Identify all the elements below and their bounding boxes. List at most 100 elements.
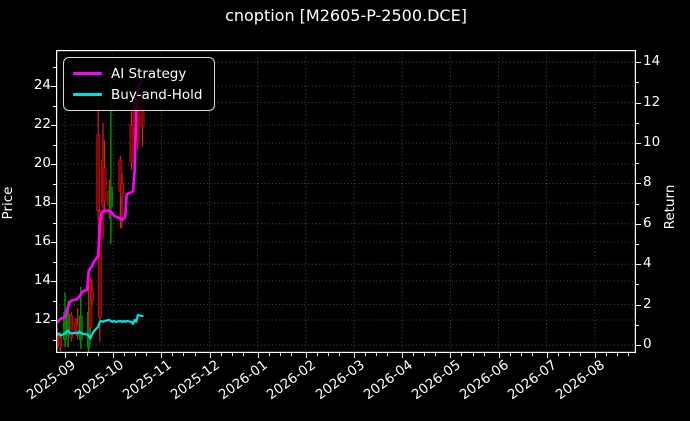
legend-label: AI Strategy (111, 65, 187, 82)
tick-mark (242, 353, 244, 356)
tick-mark (509, 353, 511, 356)
candle-body (129, 124, 134, 163)
y-tick-label-left: 16 (33, 233, 51, 249)
tick-mark (231, 353, 233, 356)
x-tick-label: 2026-02 (264, 357, 320, 404)
tick-mark (220, 353, 222, 356)
legend: AI Strategy Buy-and-Hold (63, 57, 216, 111)
tick-mark (636, 163, 639, 165)
tick-mark (617, 353, 619, 356)
tick-mark (51, 86, 56, 87)
x-tick-label: 2026-08 (553, 357, 609, 404)
legend-label: Buy-and-Hold (111, 86, 203, 103)
tick-mark (51, 281, 56, 282)
legend-line-swatch-cyan (73, 93, 102, 96)
tick-mark (183, 353, 185, 356)
tick-mark (135, 353, 137, 356)
candle-body (78, 315, 83, 340)
x-tick-label: 2026-05 (408, 357, 464, 404)
tick-mark (268, 353, 270, 356)
y-tick-label-left: 24 (33, 77, 51, 93)
tick-mark (413, 353, 415, 356)
tick-mark (51, 125, 56, 126)
y-tick-label-right: 2 (643, 295, 652, 312)
tick-mark (53, 183, 56, 185)
legend-line-swatch-magenta (73, 72, 102, 75)
tick-mark (594, 353, 596, 358)
x-tick-label: 2025-09 (23, 357, 79, 404)
tick-mark (146, 353, 148, 356)
tick-mark (579, 353, 581, 356)
x-tick-label: 2025-10 (71, 357, 127, 404)
tick-mark (53, 144, 56, 146)
tick-mark (290, 353, 292, 356)
tick-mark (636, 102, 641, 104)
series-line-ai-strategy (56, 77, 144, 325)
tick-mark (53, 222, 56, 224)
chart-title: cnoption [M2605-P-2500.DCE] (225, 6, 467, 25)
y-tick-label-left: 14 (33, 272, 51, 288)
tick-mark (279, 353, 281, 356)
plot-border (56, 50, 636, 353)
plot-svg (56, 50, 636, 353)
tick-mark (124, 353, 126, 356)
tick-mark (450, 353, 452, 358)
series-line-buy-and-hold (56, 314, 144, 340)
tick-mark (53, 339, 56, 341)
y-tick-label-left: 18 (33, 194, 51, 210)
tick-mark (472, 353, 474, 356)
legend-entry-buy-and-hold: Buy-and-Hold (73, 84, 202, 105)
candle-body (90, 290, 94, 301)
tick-mark (209, 353, 211, 358)
tick-mark (402, 353, 404, 358)
tick-mark (568, 353, 570, 356)
tick-mark (435, 353, 437, 356)
tick-mark (628, 353, 630, 356)
tick-mark (424, 353, 426, 356)
tick-mark (51, 203, 56, 204)
tick-mark (51, 164, 56, 165)
tick-mark (636, 203, 639, 205)
x-tick-label: 2026-01 (216, 357, 272, 404)
x-tick-label: 2026-04 (360, 357, 416, 404)
candle-body (88, 282, 93, 329)
legend-entry-ai-strategy: AI Strategy (73, 63, 202, 84)
candle-body (58, 337, 63, 348)
y-tick-label-left: 20 (33, 155, 51, 171)
tick-mark (546, 353, 548, 358)
tick-mark (328, 353, 329, 356)
tick-mark (636, 143, 641, 144)
tick-mark (194, 353, 196, 356)
tick-mark (498, 353, 500, 358)
tick-mark (65, 353, 66, 358)
candle-body (69, 315, 74, 338)
tick-mark (98, 353, 100, 356)
candle-body (96, 134, 101, 212)
tick-mark (636, 183, 641, 185)
tick-mark (87, 353, 89, 356)
tick-mark (636, 264, 641, 266)
tick-mark (636, 304, 641, 306)
x-tick-label: 2026-06 (456, 357, 512, 404)
right-axis-label: Return (662, 184, 678, 230)
tick-mark (636, 223, 641, 225)
y-tick-label-right: 6 (643, 214, 652, 231)
tick-mark (461, 353, 463, 356)
x-tick-label: 2025-12 (167, 357, 223, 404)
y-tick-label-right: 8 (643, 174, 652, 191)
tick-mark (557, 353, 559, 356)
plot-area (56, 50, 636, 353)
tick-mark (257, 353, 259, 358)
tick-mark (636, 244, 639, 245)
tick-mark (636, 62, 641, 64)
y-tick-label-right: 0 (643, 336, 652, 352)
tick-mark (113, 353, 115, 358)
tick-mark (76, 353, 78, 356)
candle-body (109, 187, 113, 208)
tick-mark (172, 353, 174, 356)
y-tick-label-right: 12 (643, 93, 661, 110)
tick-mark (605, 353, 607, 356)
tick-mark (483, 353, 485, 356)
y-tick-label-right: 10 (643, 134, 661, 150)
